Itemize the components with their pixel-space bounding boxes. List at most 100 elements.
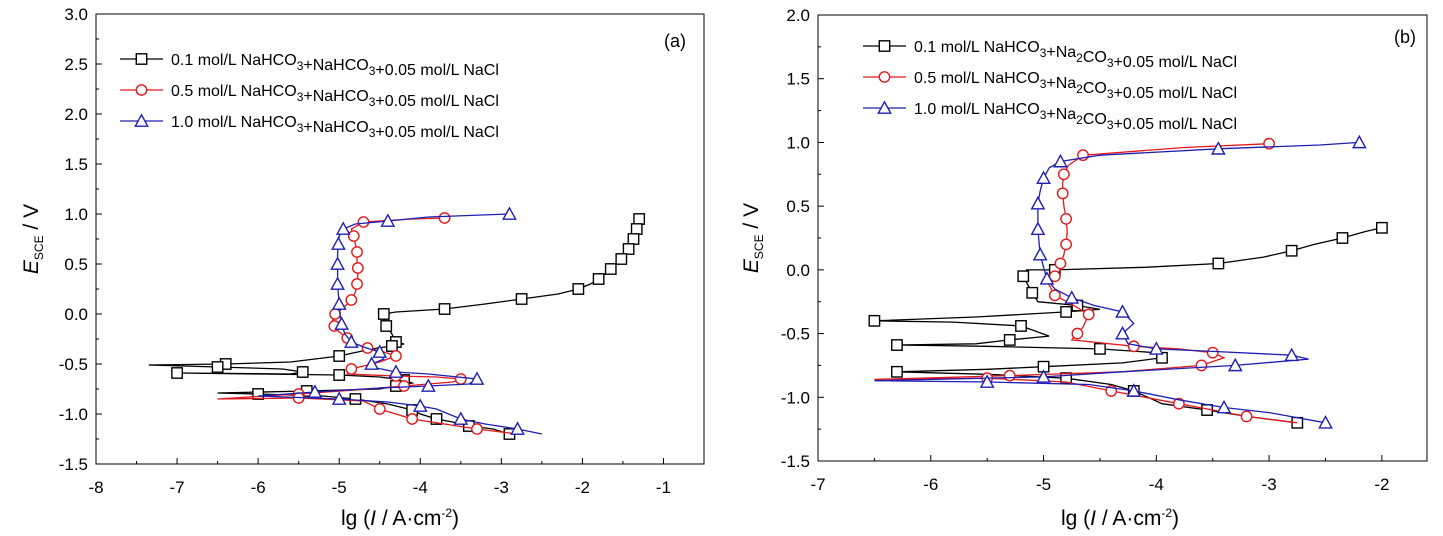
data-point-3 [1216,399,1232,414]
data-point-2 [1206,346,1219,359]
data-point-2 [1060,238,1073,251]
data-point-3 [334,316,350,330]
x-tick-label: -2 [1374,475,1389,494]
y-tick-label: 0.5 [64,255,88,274]
y-tick-label: -1.0 [781,388,810,407]
data-point-2 [1127,340,1140,353]
data-point-3 [1148,341,1164,355]
data-point-1 [252,388,265,400]
data-point-3 [1210,141,1226,155]
legend-marker-3 [877,100,892,114]
x-tick-label: -4 [1149,475,1164,494]
data-point-3 [1227,357,1243,372]
data-point-2 [1195,359,1208,372]
data-point-1 [868,314,881,327]
data-point-2 [1071,327,1084,340]
x-tick-label: -7 [170,478,185,497]
data-point-1 [1285,244,1298,257]
data-point-1 [633,213,646,225]
legend-a: 0.1 mol/L NaHCO3+NaHCO3+0.05 mol/L NaCl 0… [120,52,499,141]
data-point-2 [471,423,483,435]
x-tick-label: -7 [810,475,825,494]
legend-label-2: 0.5 mol/L NaHCO3+NaHCO3+0.05 mol/L NaCl [171,83,499,110]
data-point-1 [1375,221,1388,234]
panel-label-a: (a) [664,31,686,51]
data-point-1 [622,243,635,255]
y-tick-label: 0.0 [786,261,810,280]
chart-panel-b: -7 -6 -5 -4 -3 -2 -1.5 -1.0 -0.5 0.0 0.5 1.0 1.5 2.0… [740,6,1428,530]
data-point-2 [1172,397,1185,410]
data-point-3 [1053,153,1068,168]
x-tick-label: -5 [1036,475,1051,494]
data-point-3 [1284,347,1300,362]
panel-label-b: (b) [1394,27,1416,47]
data-point-2 [398,380,410,392]
data-point-1 [627,233,640,245]
data-point-3 [453,411,469,425]
chart-panel-a: -8 -7 -6 -5 -4 -3 -2 -1 -1.5 -1.0 -0.5 0.0 0.5 1.0 1.… [20,5,705,530]
data-point-3 [1030,195,1046,210]
data-point-2 [390,350,402,362]
x-axis-label-a: lg (I / A·cm-2) [341,506,459,530]
data-point-2 [329,308,342,320]
series-line-1 [148,218,640,435]
data-point-3 [979,374,995,388]
legend-marker-1 [135,53,148,65]
series-group-a [148,206,646,440]
data-point-3 [1115,304,1130,318]
legend-label-1: 0.1 mol/L NaHCO3+Na2CO3+0.05 mol/L NaCl [914,39,1237,71]
data-point-2 [1057,168,1070,181]
data-point-1 [380,320,393,332]
data-point-3 [331,296,347,310]
data-point-1 [430,413,443,425]
legend-label-2: 0.5 mol/L NaHCO3+Na2CO3+0.05 mol/L NaCl [914,70,1237,102]
data-point-3 [1351,134,1367,149]
data-point-1 [1026,286,1039,299]
x-ticks-b: -7 -6 -5 -4 -3 -2 [810,455,1389,494]
data-point-2 [351,246,363,258]
data-point-3 [1030,221,1046,235]
x-axis-label-b: lg (I / A·cm-2) [1061,506,1179,530]
x-ticks-a: -8 -7 -6 -5 -4 -3 -2 -1 [88,458,705,497]
data-point-1 [1015,320,1027,332]
data-point-1 [1212,257,1225,270]
data-point-2 [1082,308,1095,321]
data-point-1 [171,367,183,379]
data-point-2 [438,212,451,224]
data-point-1 [1017,270,1030,283]
data-point-2 [373,403,386,415]
data-point-3 [510,421,525,435]
data-point-2 [351,262,364,274]
data-point-2 [345,363,358,375]
x-tick-label: -1 [656,478,671,497]
data-point-2 [357,216,370,228]
y-tick-label: 1.0 [786,133,810,152]
y-ticks-b: -1.5 -1.0 -0.5 0.0 0.5 1.0 1.5 2.0 [781,6,824,471]
y-tick-label: -1.5 [781,452,810,471]
data-point-3 [330,256,345,270]
data-point-2 [406,413,419,425]
data-point-1 [349,393,362,405]
data-point-2 [1056,187,1069,200]
y-ticks-a: -1.5 -1.0 -0.5 0.0 0.5 1.0 1.5 2.0 2.5 3.0 [59,5,102,474]
x-tick-label: -8 [88,478,103,497]
legend-marker-2 [135,84,148,96]
legend-label-3: 1.0 mol/L NaHCO3+Na2CO3+0.05 mol/L NaCl [914,101,1237,133]
legend-label-1: 0.1 mol/L NaHCO3+NaHCO3+0.05 mol/L NaCl [171,52,499,79]
data-point-3 [388,364,404,378]
data-point-1 [592,273,605,285]
data-point-3 [1115,325,1130,340]
x-tick-label: -4 [413,478,428,497]
data-point-3 [1318,415,1333,429]
data-point-3 [1126,383,1142,397]
data-point-1 [385,340,398,352]
data-point-1 [211,361,224,373]
data-point-1 [333,350,346,362]
data-point-2 [1003,369,1016,382]
data-point-3 [1032,246,1048,261]
data-point-1 [296,366,309,378]
plot-frame-a [95,13,705,465]
data-point-1 [891,339,903,351]
data-point-3 [1036,170,1051,185]
y-tick-label: 1.0 [64,205,88,224]
